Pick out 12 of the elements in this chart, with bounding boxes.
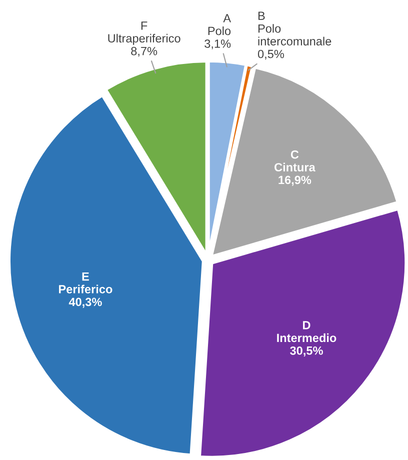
data-label: 16,9% bbox=[278, 176, 312, 186]
data-label: 0,5% bbox=[258, 50, 284, 60]
data-label: 40,3% bbox=[68, 298, 102, 308]
data-label: 8,7% bbox=[131, 46, 158, 57]
slice-label: F Ultraperiferico bbox=[108, 22, 180, 45]
slice-label: B Polo intercomunale bbox=[258, 12, 332, 46]
slice-label: C Cintura bbox=[274, 150, 316, 172]
slice-label: A Polo bbox=[208, 14, 232, 36]
data-label: 3,1% bbox=[204, 39, 231, 50]
slice-label: D Intermedio bbox=[277, 321, 336, 342]
data-label: 30,5% bbox=[290, 346, 323, 357]
slice-label: E Periferico bbox=[59, 272, 112, 294]
